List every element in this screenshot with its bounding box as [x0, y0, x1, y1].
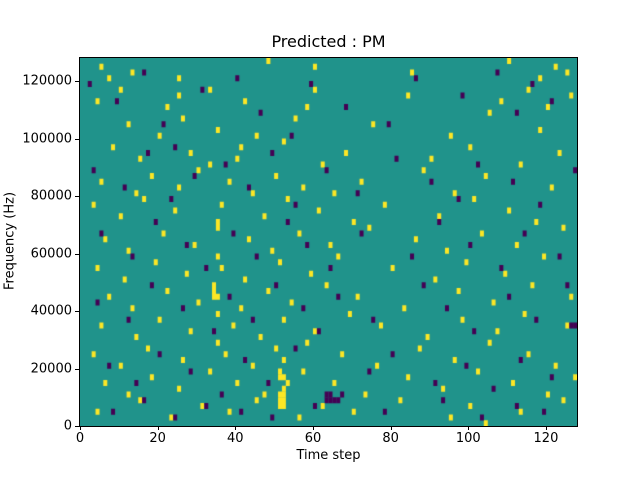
y-tick-mark — [75, 196, 79, 197]
y-tick-mark — [75, 253, 79, 255]
y-tick-label: 80000 — [30, 188, 72, 204]
x-tick-label: 0 — [75, 431, 85, 446]
x-tick-mark — [312, 426, 314, 430]
y-tick-mark — [75, 311, 79, 312]
y-tick-label: 100000 — [22, 131, 72, 146]
y-tick-label: 60000 — [30, 246, 72, 261]
y-tick-mark — [75, 426, 79, 427]
chart-title: Predicted : PM — [271, 32, 386, 51]
x-tick-mark — [468, 426, 470, 430]
y-tick-mark — [75, 368, 79, 370]
plot-area — [80, 58, 577, 426]
x-tick-label: 40 — [227, 431, 244, 446]
x-tick-label: 60 — [304, 431, 322, 446]
x-tick-mark — [545, 426, 547, 430]
x-axis-label: Time step — [296, 448, 361, 463]
y-tick-label: 120000 — [22, 73, 72, 89]
x-tick-label: 120 — [533, 431, 559, 446]
y-tick-label: 0 — [63, 418, 72, 434]
x-tick-mark — [80, 426, 81, 430]
x-tick-label: 100 — [455, 431, 481, 446]
y-axis-label: Frequency (Hz) — [2, 191, 18, 291]
y-tick-label: 40000 — [30, 303, 72, 319]
y-tick-mark — [75, 138, 79, 140]
x-tick-mark — [235, 426, 237, 430]
y-tick-label: 20000 — [30, 361, 72, 376]
y-tick-mark — [75, 81, 79, 82]
x-tick-label: 20 — [149, 431, 166, 446]
x-tick-mark — [390, 426, 392, 430]
plot-frame — [79, 57, 578, 427]
x-tick-mark — [157, 426, 159, 430]
x-tick-label: 80 — [382, 431, 399, 446]
